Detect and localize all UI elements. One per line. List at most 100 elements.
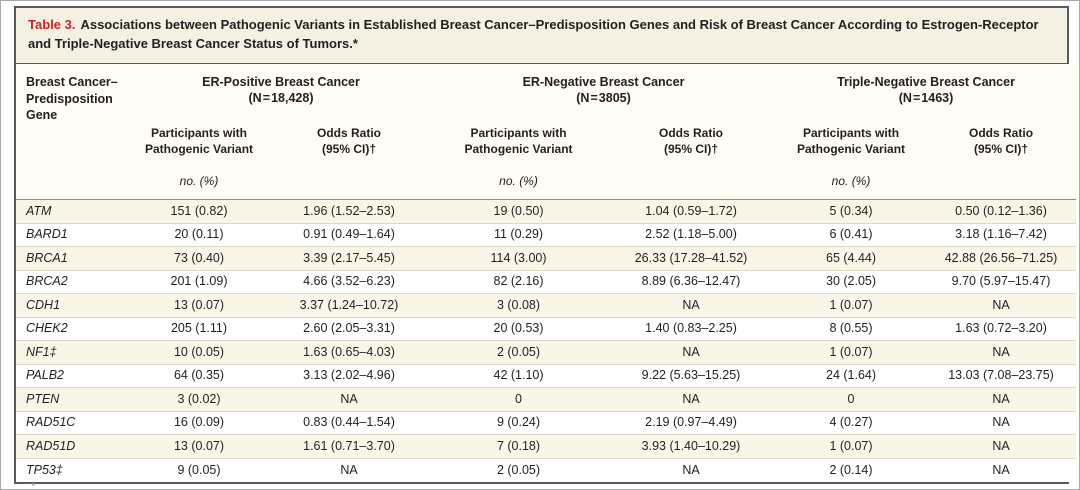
group-n: (N = 1463) (898, 90, 954, 105)
table-row: PTEN 3 (0.02) NA 0 NA 0 NA (16, 387, 1077, 412)
participants-cell: 1 (0.07) (829, 438, 873, 453)
table3-frame: Table 3. Associations between Pathogenic … (14, 6, 1077, 484)
group-header-triple-negative: Triple-Negative Breast Cancer (N = 1463) (776, 64, 1076, 114)
odds-ratio-cell: 0.50 (0.12–1.36) (955, 203, 1047, 218)
participants-cell: 16 (0.09) (173, 415, 225, 430)
odds-ratio-cell: NA (682, 462, 700, 477)
odds-ratio-cell: NA (682, 344, 700, 359)
participants-cell: 73 (0.40) (173, 250, 225, 265)
subheader-line: Odds Ratio (317, 126, 382, 141)
odds-ratio-cell: 26.33 (17.28–41.52) (634, 250, 748, 265)
participants-cell: 24 (1.64) (826, 368, 877, 383)
odds-ratio-cell: 0.83 (0.44–1.54) (303, 415, 395, 430)
odds-ratio-cell: 3.13 (2.02–4.96) (303, 368, 395, 383)
odds-ratio-cell: 4.66 (3.52–6.23) (303, 274, 395, 289)
odds-ratio-cell: NA (682, 297, 700, 312)
table-title-text: Associations between Pathogenic Variants… (28, 17, 1039, 51)
participants-cell: 1 (0.07) (829, 344, 873, 359)
participants-cell: 151 (0.82) (170, 203, 228, 218)
odds-ratio-cell: 2.52 (1.18–5.00) (645, 227, 737, 242)
participants-cell: 82 (2.16) (493, 274, 544, 289)
subheader-line: (95% CI)† (974, 141, 1029, 156)
odds-ratio-cell: 2.60 (2.05–3.31) (303, 321, 395, 336)
odds-ratio-cell: NA (340, 391, 358, 406)
odds-ratio-cell: 9.22 (5.63–15.25) (641, 368, 741, 383)
subheader-line: (95% CI)† (321, 141, 377, 156)
subheader-line: Participants with (150, 126, 248, 141)
subheader-odds-ratio: Odds Ratio (95% CI)† (267, 114, 431, 170)
odds-ratio-cell: NA (992, 391, 1010, 406)
odds-ratio-cell: 1.63 (0.72–3.20) (955, 321, 1047, 336)
participants-cell: 30 (2.05) (826, 274, 877, 289)
odds-ratio-cell: 42.88 (26.56–71.25) (944, 250, 1058, 265)
units-spacer (267, 170, 431, 200)
table-row: RAD51D 13 (0.07) 1.61 (0.71–3.70) 7 (0.18) 3… (16, 434, 1077, 459)
gene-name: CDH1 (26, 297, 61, 312)
odds-ratio-cell: NA (682, 391, 700, 406)
group-header-er-positive: ER-Positive Breast Cancer (N = 18,428) (131, 64, 431, 114)
table-row: CDH1 13 (0.07) 3.37 (1.24–10.72) 3 (0.08) NA… (16, 293, 1077, 318)
participants-cell: 13 (0.07) (173, 297, 225, 312)
participants-cell: 20 (0.53) (493, 321, 544, 336)
subheader-line: Odds Ratio (969, 126, 1034, 141)
participants-cell: 9 (0.05) (177, 462, 221, 477)
odds-ratio-cell: 9.70 (5.97–15.47) (951, 274, 1051, 289)
participants-cell: 4 (0.27) (829, 415, 873, 430)
participants-cell: 114 (3.00) (490, 250, 547, 265)
participants-cell: 3 (0.08) (496, 297, 541, 312)
table-number-label: Table 3. (28, 17, 76, 32)
gene-name: RAD51C (26, 415, 76, 430)
group-title: Triple-Negative Breast Cancer (837, 74, 1015, 89)
subheader-participants: Participants with Pathogenic Variant (131, 114, 267, 170)
subheader-participants: Participants with Pathogenic Variant (776, 114, 926, 170)
participants-cell: 19 (0.50) (493, 203, 544, 218)
gene-name: CHEK2 (26, 321, 68, 336)
subheader-line: Pathogenic Variant (797, 141, 906, 156)
subheader-line: Participants with (803, 126, 900, 141)
gene-name: BRCA2 (26, 274, 68, 289)
odds-ratio-cell: 3.39 (2.17–5.45) (303, 250, 395, 265)
subheader-odds-ratio: Odds Ratio (95% CI)† (606, 114, 776, 170)
subheader-line: Odds Ratio (659, 126, 724, 141)
participants-cell: 20 (0.11) (174, 227, 224, 242)
group-header-row: Breast Cancer–Predisposition Gene ER-Pos… (16, 64, 1076, 123)
gene-name: NF1‡ (26, 344, 57, 359)
table-row: BRCA1 73 (0.40) 3.39 (2.17–5.45) 114 (3.00)… (16, 246, 1077, 271)
participants-cell: 1 (0.07) (829, 297, 873, 312)
group-title: ER-Positive Breast Cancer (202, 74, 360, 89)
participants-cell: 2 (0.05) (496, 462, 541, 477)
participants-cell: 13 (0.07) (173, 438, 225, 453)
table-body: ATM 151 (0.82) 1.96 (1.52–2.53) 19 (0.50) 1.… (16, 199, 1077, 482)
participants-cell: 64 (0.35) (173, 368, 225, 383)
subheader-odds-ratio: Odds Ratio (95% CI)† (926, 114, 1076, 170)
subheader-participants: Participants with Pathogenic Variant (431, 114, 606, 170)
participants-cell: 5 (0.34) (829, 203, 873, 218)
odds-ratio-cell: NA (340, 462, 358, 477)
gene-name: TP53‡ (26, 462, 63, 477)
subheader-line: Pathogenic Variant (464, 141, 573, 156)
odds-ratio-cell: NA (992, 344, 1010, 359)
odds-ratio-cell: 1.63 (0.65–4.03) (303, 344, 395, 359)
table-row: CHEK2 205 (1.11) 2.60 (2.05–3.31) 20 (0.53)… (16, 317, 1077, 341)
gene-name: RAD51D (26, 438, 76, 453)
odds-ratio-cell: 1.61 (0.71–3.70) (303, 438, 395, 453)
units-spacer (926, 170, 1076, 200)
table-header: Breast Cancer–Predisposition Gene ER-Pos… (16, 63, 1077, 200)
participants-cell: 2 (0.05) (496, 344, 541, 359)
group-n: (N = 3805) (576, 90, 631, 105)
odds-ratio-cell: NA (992, 297, 1010, 312)
odds-ratio-cell: 1.96 (1.52–2.53) (303, 203, 395, 218)
odds-ratio-cell: NA (992, 462, 1010, 477)
participants-cell: 8 (0.55) (829, 321, 873, 336)
subheader-line: (95% CI)† (664, 141, 719, 156)
participants-cell: 6 (0.41) (829, 227, 873, 242)
units-row: no. (%) no. (%) no. (%) (16, 170, 1076, 200)
units-spacer (606, 170, 776, 200)
participants-cell: 7 (0.18) (496, 438, 541, 453)
participants-cell: 3 (0.02) (177, 391, 221, 406)
odds-ratio-cell: 2.19 (0.97–4.49) (645, 415, 737, 430)
participants-cell: 2 (0.14) (829, 462, 873, 477)
participants-cell: 11 (0.29) (493, 227, 544, 242)
table-title: Table 3. Associations between Pathogenic … (16, 8, 1067, 64)
